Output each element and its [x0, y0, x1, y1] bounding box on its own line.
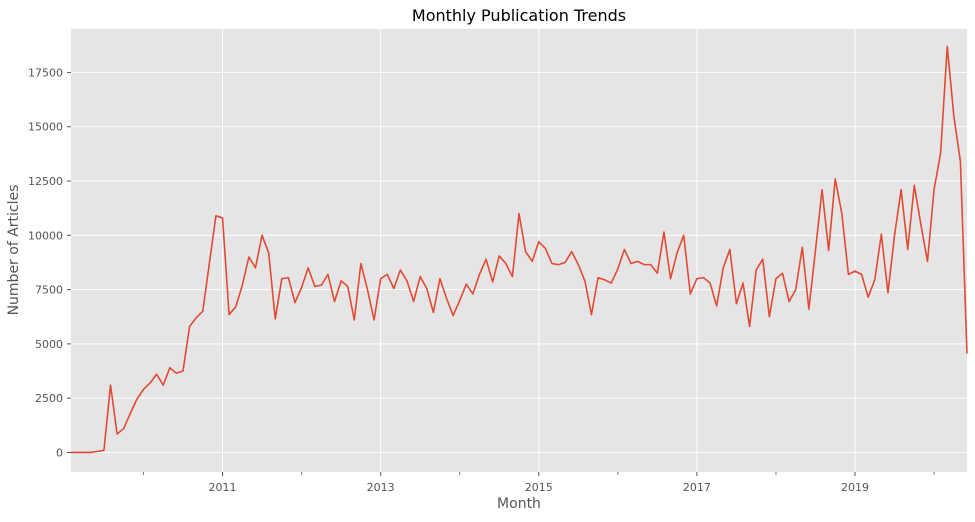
- y-tick-label: 10000: [28, 229, 63, 242]
- y-tick-label: 5000: [35, 338, 63, 351]
- series-line: [71, 45, 968, 454]
- x-tick-label: 2013: [367, 481, 395, 494]
- x-tick-label: 2017: [683, 481, 711, 494]
- chart-title: Monthly Publication Trends: [412, 6, 626, 25]
- y-tick-label: 0: [56, 446, 63, 459]
- y-tick-label: 12500: [28, 175, 63, 188]
- y-tick-label: 15000: [28, 121, 63, 134]
- series-layer: [71, 45, 968, 454]
- y-tick-label: 2500: [35, 392, 63, 405]
- x-tick-label: 2019: [841, 481, 869, 494]
- grid-lines: [71, 29, 967, 472]
- y-axis-label: Number of Articles: [6, 185, 22, 316]
- axis-ticks: 0 2500 5000 7500 10000 12500 15000 17500 2011 201…: [28, 66, 935, 494]
- y-tick-label: 17500: [28, 66, 63, 79]
- x-axis-label: Month: [497, 496, 541, 512]
- x-tick-label: 2015: [525, 481, 553, 494]
- y-tick-label: 7500: [35, 284, 63, 297]
- x-tick-label: 2011: [209, 481, 237, 494]
- plot-background: [71, 29, 967, 472]
